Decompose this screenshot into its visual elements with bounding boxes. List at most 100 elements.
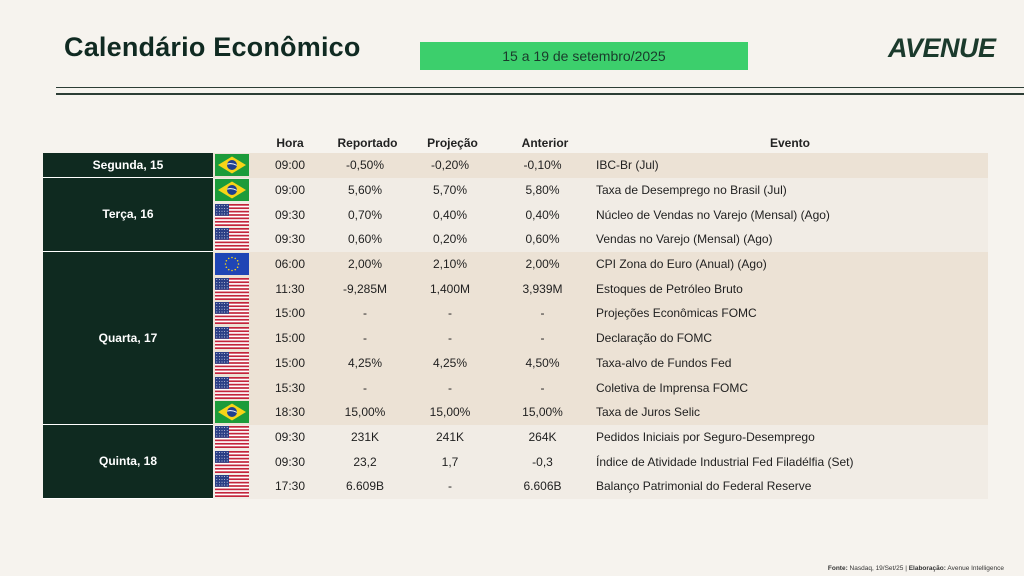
event-cell: Núcleo de Vendas no Varejo (Mensal) (Ago… [596,207,830,222]
time-cell: 15:00 [274,355,306,370]
source-note: Fonte: Nasdaq, 19/Set/25 | Elaboração: A… [828,565,1004,572]
elab-label: Elaboração: [908,565,946,572]
reported-cell: 23,2 [353,454,377,469]
time-cell: 09:30 [274,207,306,222]
projection-cell: - [448,380,452,395]
day-label: Quarta, 17 [43,251,213,425]
avenue-logo: AVENUE [888,33,996,63]
time-cell: 15:00 [274,306,306,321]
table-row: 15:00 4,25% 4,25% 4,50% Taxa-alvo de Fundos … [213,350,988,376]
flag-cell [215,202,251,227]
projection-cell: 0,20% [432,232,468,247]
reported-cell: - [363,306,367,321]
flag-cell [215,227,251,252]
table-row: 18:30 15,00% 15,00% 15,00% Taxa de Juros Sel… [213,399,988,425]
event-cell: Vendas no Varejo (Mensal) (Ago) [596,232,773,247]
projection-cell: - [448,306,452,321]
table-row: 15:30 - - - Coletiva de Imprensa FOMC [213,375,988,400]
usa-flag-icon [215,450,249,473]
event-cell: Balanço Patrimonial do Federal Reserve [596,479,812,494]
flag-cell [215,153,251,178]
elab-text: Avenue Intelligence [947,565,1004,572]
projection-cell: 2,10% [432,257,468,272]
event-cell: Estoques de Petróleo Bruto [596,281,743,296]
source-text: Nasdaq, 19/Set/25 | [849,565,907,572]
previous-cell: 6.606B [523,479,562,494]
usa-flag-icon [215,475,249,498]
event-cell: CPI Zona do Euro (Anual) (Ago) [596,257,767,272]
table-row: 15:00 - - - Projeções Econômicas FOMC [213,301,988,326]
day-label: Quinta, 18 [43,424,213,499]
event-cell: Índice de Atividade Industrial Fed Filad… [596,454,854,469]
table-row: 09:00 -0,50% -0,20% -0,10% IBC-Br (Jul) [213,153,988,178]
economic-calendar-table: Segunda, 15 09:00 -0,50% -0,20% -0,10% IBC-Br… [43,153,988,499]
col-hora: Hora [276,136,304,150]
usa-flag-icon [215,203,249,226]
previous-cell: 0,60% [525,232,560,247]
previous-cell: -0,10% [523,158,562,173]
projection-cell: 1,7 [441,454,459,469]
projection-cell: - [448,331,452,346]
previous-cell: - [540,380,545,395]
table-row: 09:30 0,60% 0,20% 0,60% Vendas no Varejo (Me… [213,227,988,252]
reported-cell: 0,60% [347,232,383,247]
time-cell: 09:30 [274,454,306,469]
day-label: Terça, 16 [43,177,213,252]
previous-cell: - [540,306,545,321]
time-cell: 09:30 [274,232,306,247]
reported-cell: 231K [350,429,380,444]
day-group: Quinta, 18 09:30 231K 241K 264K Pedidos Inici… [43,424,988,499]
reported-cell: -9,285M [342,281,388,296]
previous-cell: 264K [528,429,557,444]
flag-cell [215,375,251,400]
time-cell: 09:00 [274,158,306,173]
event-cell: Taxa de Desemprego no Brasil (Jul) [596,183,787,198]
usa-flag-icon [215,425,249,448]
previous-cell: 4,50% [525,355,560,370]
flag-cell [215,276,251,301]
previous-cell: 5,80% [525,183,560,198]
time-cell: 11:30 [275,281,305,296]
flag-cell [215,178,251,203]
event-cell: Coletiva de Imprensa FOMC [596,380,749,395]
col-anterior: Anterior [521,136,569,150]
projection-cell: 5,70% [432,183,468,198]
time-cell: 09:30 [274,429,306,444]
brazil-flag-icon [215,401,249,424]
projection-cell: 4,25% [432,355,468,370]
previous-cell: 0,40% [525,207,560,222]
table-row: 09:00 5,60% 5,70% 5,80% Taxa de Desemprego n… [213,177,988,203]
event-cell: Pedidos Iniciais por Seguro-Desemprego [596,429,815,444]
time-cell: 18:30 [274,405,306,420]
reported-cell: - [363,331,367,346]
usa-flag-icon [215,327,249,350]
projection-cell: 15,00% [429,405,471,420]
usa-flag-icon [215,351,249,374]
usa-flag-icon [215,376,249,399]
time-cell: 15:30 [274,380,306,395]
reported-cell: 6.609B [345,479,385,494]
flag-cell [215,351,251,376]
eu-flag-icon [215,253,249,276]
reported-cell: 15,00% [344,405,386,420]
usa-flag-icon [215,277,249,300]
previous-cell: 2,00% [525,257,560,272]
table-row: 09:30 231K 241K 264K Pedidos Iniciais por Se… [213,424,988,450]
time-cell: 15:00 [274,331,306,346]
reported-cell: 0,70% [347,207,383,222]
previous-cell: -0,3 [532,454,553,469]
projection-cell: 1,400M [429,281,471,296]
header-rule-thin [56,87,1024,88]
col-projecao: Projeção [427,136,478,150]
usa-flag-icon [215,228,249,251]
reported-cell: 2,00% [347,257,383,272]
day-group: Terça, 16 09:00 5,60% 5,70% 5,80% Taxa de Des… [43,177,988,252]
day-label: Segunda, 15 [43,153,213,178]
table-row: 09:30 0,70% 0,40% 0,40% Núcleo de Vendas no … [213,202,988,228]
day-group: Segunda, 15 09:00 -0,50% -0,20% -0,10% IBC-Br… [43,153,988,178]
table-row: 17:30 6.609B - 6.606B Balanço Patrimonial do… [213,473,988,499]
time-cell: 17:30 [274,479,306,494]
time-cell: 06:00 [274,257,306,272]
flag-cell [215,301,251,326]
source-label: Fonte: [827,565,848,572]
